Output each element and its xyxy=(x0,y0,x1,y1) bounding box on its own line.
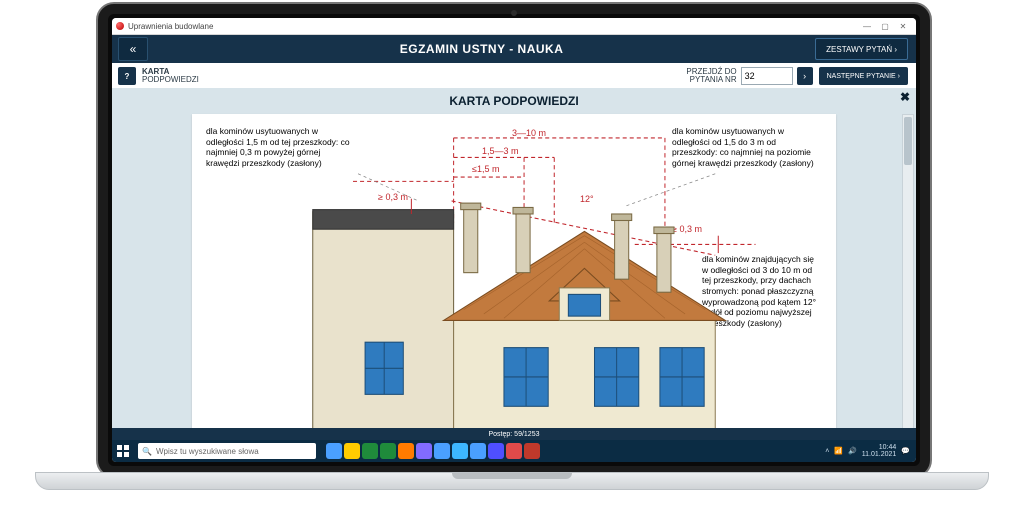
goto-question-button[interactable]: › xyxy=(797,67,813,85)
taskbar-app-icon[interactable] xyxy=(488,443,504,459)
close-card-button[interactable]: ✖ xyxy=(900,90,910,104)
taskbar-app-icon[interactable] xyxy=(524,443,540,459)
window-title: Uprawnienia budowlane xyxy=(128,22,213,31)
taskbar-app-icon[interactable] xyxy=(434,443,450,459)
progress-label: Postęp: 59/1253 xyxy=(489,431,540,438)
start-button[interactable] xyxy=(112,440,134,462)
goto-label: PRZEJDŹ DO PYTANIA NR xyxy=(686,68,736,84)
notifications-icon[interactable]: 💬 xyxy=(901,447,910,455)
scrollbar[interactable] xyxy=(902,114,914,438)
help-icon[interactable]: ? xyxy=(118,67,136,85)
taskbar-app-icon[interactable] xyxy=(506,443,522,459)
scrollbar-thumb[interactable] xyxy=(904,117,912,165)
taskbar-app-icon[interactable] xyxy=(398,443,414,459)
goto-question-input[interactable] xyxy=(741,67,793,85)
taskbar-app-icon[interactable] xyxy=(344,443,360,459)
card-title: KARTA PODPOWIEDZI xyxy=(112,88,916,112)
search-placeholder: Wpisz tu wyszukiwane słowa xyxy=(156,447,259,456)
window-titlebar: Uprawnienia budowlane — ▢ ✕ xyxy=(112,18,916,35)
search-icon: 🔍 xyxy=(142,447,152,456)
hint-card-label: KARTA PODPOWIEDZI xyxy=(142,68,199,84)
content-area: ✖ KARTA PODPOWIEDZI dla kominów usytuowa… xyxy=(112,88,916,440)
page-title: EGZAMIN USTNY - NAUKA xyxy=(148,42,815,56)
taskbar: 🔍 Wpisz tu wyszukiwane słowa ˄ 📶 🔊 10:44… xyxy=(112,440,916,462)
wifi-icon[interactable]: 📶 xyxy=(834,447,843,455)
minimize-button[interactable]: — xyxy=(858,22,876,31)
building-diagram: dla kominów usytuowanych w odległości 1,… xyxy=(192,114,836,440)
system-tray[interactable]: ˄ 📶 🔊 10:44 11.01.2021 💬 xyxy=(825,444,910,458)
taskbar-app-icon[interactable] xyxy=(470,443,486,459)
close-window-button[interactable]: ✕ xyxy=(894,22,912,31)
question-sets-button[interactable]: ZESTAWY PYTAŃ › xyxy=(815,38,908,60)
taskbar-app-icon[interactable] xyxy=(452,443,468,459)
taskbar-search[interactable]: 🔍 Wpisz tu wyszukiwane słowa xyxy=(138,443,316,459)
back-button[interactable]: « xyxy=(118,37,148,61)
app-header: « EGZAMIN USTNY - NAUKA ZESTAWY PYTAŃ › xyxy=(112,35,916,63)
taskbar-app-icon[interactable] xyxy=(362,443,378,459)
maximize-button[interactable]: ▢ xyxy=(876,22,894,31)
taskbar-app-icon[interactable] xyxy=(326,443,342,459)
sound-icon[interactable]: 🔊 xyxy=(848,447,857,455)
taskbar-app-icon[interactable] xyxy=(416,443,432,459)
tray-chevron-icon[interactable]: ˄ xyxy=(825,448,829,455)
sub-header: ? KARTA PODPOWIEDZI PRZEJDŹ DO PYTANIA N… xyxy=(112,63,916,90)
next-question-button[interactable]: NASTĘPNE PYTANIE › xyxy=(819,67,908,85)
taskbar-apps xyxy=(326,443,540,459)
app-icon xyxy=(116,22,124,30)
taskbar-clock[interactable]: 10:44 11.01.2021 xyxy=(862,444,897,458)
taskbar-app-icon[interactable] xyxy=(380,443,396,459)
progress-bar: Postęp: 59/1253 xyxy=(112,428,916,440)
hint-card-panel: dla kominów usytuowanych w odległości 1,… xyxy=(192,114,836,440)
